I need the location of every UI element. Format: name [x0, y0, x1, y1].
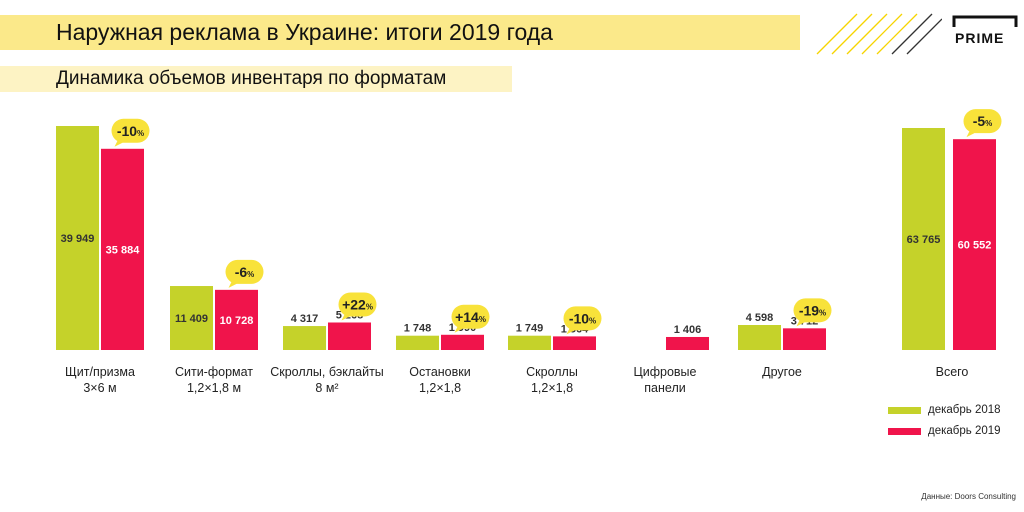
- header-band: [0, 15, 800, 50]
- bar-2018: [508, 335, 551, 350]
- category-label: 1,2×1,8 м: [187, 381, 241, 395]
- badge-pointer: [566, 326, 579, 335]
- bar-2018: [738, 325, 781, 350]
- category-label: 1,2×1,8: [531, 381, 573, 395]
- bar-2018: [283, 326, 326, 350]
- prime-logo: [952, 15, 1018, 27]
- data-label: 4 598: [746, 312, 774, 324]
- badge-pointer: [796, 318, 809, 327]
- badge-pointer: [341, 312, 354, 321]
- change-label: +22%: [342, 296, 373, 312]
- category-label: 8 м²: [315, 381, 338, 395]
- bar-2019: [666, 336, 709, 350]
- category-label: Цифровые: [634, 365, 697, 379]
- badge-pointer: [454, 324, 467, 333]
- data-label: 10 728: [220, 315, 254, 327]
- data-label: 1 748: [404, 323, 432, 335]
- change-badge: [563, 306, 602, 331]
- logo-text: PRIME: [955, 30, 1005, 46]
- bar-2019: [215, 289, 258, 350]
- subtitle-band: [0, 66, 512, 92]
- category-label: 3×6 м: [83, 381, 116, 395]
- change-label: -5%: [973, 113, 993, 129]
- change-label: -10%: [569, 310, 596, 326]
- change-badge: [225, 259, 264, 284]
- change-label: +14%: [455, 309, 486, 325]
- change-label: -10%: [117, 123, 144, 139]
- category-label: Скроллы, бэклайты: [270, 365, 384, 379]
- bar-2018: [396, 335, 439, 350]
- change-badge: [963, 109, 1002, 134]
- data-label: 35 884: [106, 244, 141, 256]
- bar-2019: [328, 322, 371, 350]
- bar-2019: [783, 328, 826, 350]
- bar-2019: [953, 139, 996, 350]
- page-title: Наружная реклама в Украине: итоги 2019 г…: [56, 19, 553, 45]
- data-label: 1 406: [674, 324, 702, 336]
- data-label: 1 749: [516, 323, 544, 335]
- bar-2018: [170, 286, 213, 350]
- category-label: Всего: [936, 365, 969, 379]
- change-label: -19%: [799, 302, 826, 318]
- change-badge: [111, 118, 150, 143]
- data-label: 39 949: [61, 233, 95, 245]
- legend-label-2019: декабрь 2019: [928, 425, 1001, 437]
- bar-2018: [902, 128, 945, 350]
- bar-2019: [101, 148, 144, 350]
- change-badge: [451, 304, 490, 329]
- category-label: Скроллы: [526, 365, 578, 379]
- category-label: Щит/призма: [65, 365, 135, 379]
- bar-2019: [553, 336, 596, 350]
- data-source: Данные: Doors Consulting: [921, 492, 1016, 501]
- data-label: 4 317: [291, 313, 319, 325]
- legend-label-2018: декабрь 2018: [928, 404, 1001, 416]
- decorative-stripes-icon: [816, 13, 942, 55]
- bar-2019: [441, 334, 484, 350]
- chart-subtitle: Динамика объемов инвентаря по форматам: [56, 68, 447, 89]
- bar-2018: [56, 126, 99, 350]
- category-label: Сити-формат: [175, 365, 253, 379]
- data-label: 60 552: [958, 240, 992, 252]
- change-badge: [338, 292, 377, 317]
- badge-pointer: [114, 138, 127, 147]
- category-label: панели: [644, 381, 685, 395]
- legend-swatch-2019: [888, 428, 921, 435]
- category-label: Остановки: [409, 365, 470, 379]
- badge-pointer: [966, 129, 979, 138]
- category-label: Другое: [762, 365, 802, 379]
- category-label: 1,2×1,8: [419, 381, 461, 395]
- badge-pointer: [228, 279, 241, 288]
- legend-swatch-2018: [888, 407, 921, 414]
- data-label: 11 409: [175, 313, 208, 325]
- change-badge: [793, 298, 832, 323]
- change-label: -6%: [235, 264, 255, 280]
- data-label: 63 765: [907, 234, 941, 246]
